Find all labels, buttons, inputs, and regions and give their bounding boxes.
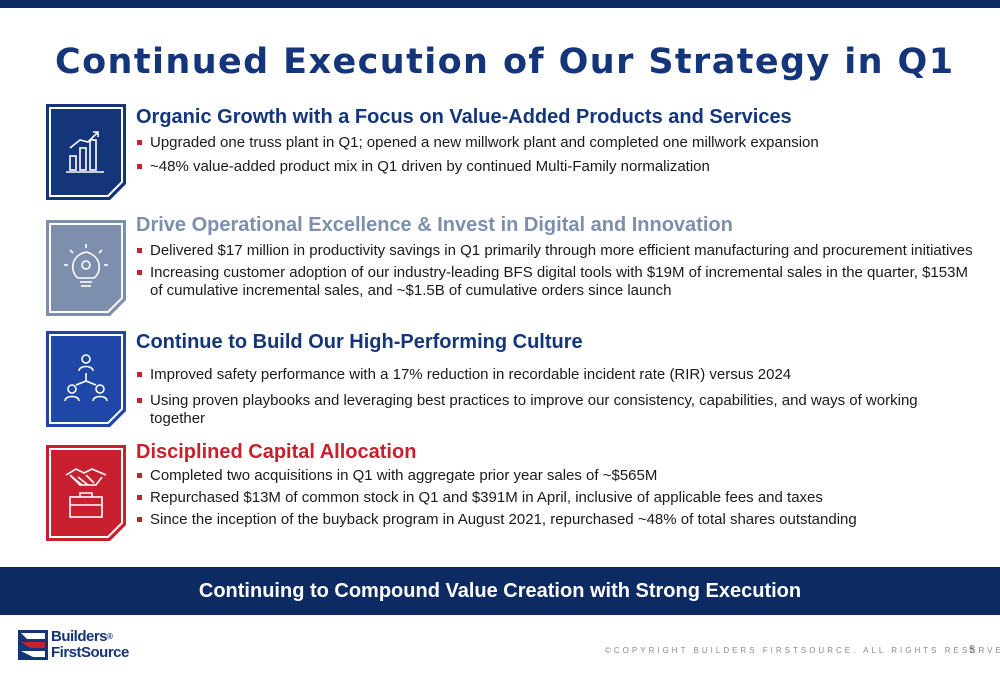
registered-mark: ® xyxy=(107,632,113,641)
bullet-item: Upgraded one truss plant in Q1; opened a… xyxy=(136,134,976,152)
section-title: Drive Operational Excellence & Invest in… xyxy=(136,214,733,236)
bullet-item: Using proven playbooks and leveraging be… xyxy=(136,392,976,428)
bullet-item: Completed two acquisitions in Q1 with ag… xyxy=(136,467,976,485)
team-network-icon xyxy=(46,331,126,427)
page-title: Continued Execution of Our Strategy in Q… xyxy=(55,42,955,82)
growth-chart-icon xyxy=(46,104,126,200)
lightbulb-gear-icon xyxy=(46,220,126,316)
top-stripe xyxy=(0,0,1000,8)
logo-text-firstsource: FirstSource xyxy=(51,644,129,661)
bullet-list: Completed two acquisitions in Q1 with ag… xyxy=(136,467,976,529)
bullet-item: Improved safety performance with a 17% r… xyxy=(136,366,976,384)
logo-text-builders: Builders® xyxy=(51,628,113,645)
section-title: Disciplined Capital Allocation xyxy=(136,441,417,463)
bullet-item: ~48% value-added product mix in Q1 drive… xyxy=(136,158,976,176)
handshake-briefcase-icon xyxy=(46,445,126,541)
summary-banner: Continuing to Compound Value Creation wi… xyxy=(0,567,1000,615)
bullet-list: Upgraded one truss plant in Q1; opened a… xyxy=(136,134,976,176)
logo-mark-icon xyxy=(18,630,48,660)
bullet-list: Improved safety performance with a 17% r… xyxy=(136,366,976,428)
section-title: Continue to Build Our High-Performing Cu… xyxy=(136,331,583,353)
section-title: Organic Growth with a Focus on Value-Add… xyxy=(136,106,792,128)
bullet-item: Increasing customer adoption of our indu… xyxy=(136,264,976,300)
builders-firstsource-logo: Builders® FirstSource xyxy=(18,628,148,664)
bullet-item: Since the inception of the buyback progr… xyxy=(136,511,976,529)
bullet-list: Delivered $17 million in productivity sa… xyxy=(136,242,976,300)
page-number: 5 xyxy=(969,644,976,656)
bullet-item: Repurchased $13M of common stock in Q1 a… xyxy=(136,489,976,507)
bullet-item: Delivered $17 million in productivity sa… xyxy=(136,242,976,260)
copyright-notice: ©COPYRIGHT BUILDERS FIRSTSOURCE. ALL RIG… xyxy=(605,646,1000,655)
